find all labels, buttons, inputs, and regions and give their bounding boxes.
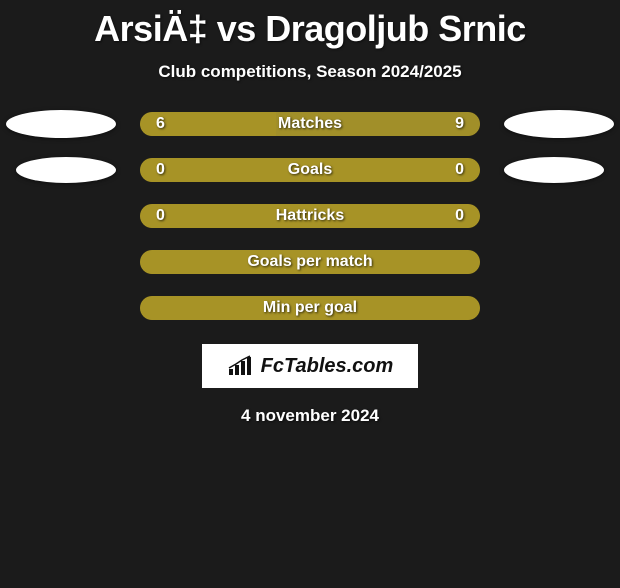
stat-rows: 69Matches 00Goals 00Hattricks Goals per mat… [0,112,620,320]
player-right-marker [504,157,604,183]
stat-label: Goals [140,161,480,179]
stat-row: 00Hattricks [0,204,620,228]
player-left-marker [6,110,116,138]
stat-row: Min per goal [0,296,620,320]
player-right-marker [504,110,614,138]
date-label: 4 november 2024 [0,406,620,426]
stat-bar: Goals per match [140,250,480,274]
stat-label: Goals per match [140,253,480,271]
stat-label: Min per goal [140,299,480,317]
chart-icon [227,355,255,377]
stat-bar: Min per goal [140,296,480,320]
logo-text: FcTables.com [261,355,394,378]
page-title: ArsiÄ‡ vs Dragoljub Srnic [0,8,620,50]
stat-bar: 69Matches [140,112,480,136]
stat-row: Goals per match [0,250,620,274]
player-left-marker [16,157,116,183]
logo-box: FcTables.com [202,344,418,388]
stat-row: 69Matches [0,112,620,136]
stat-bar: 00Goals [140,158,480,182]
subtitle: Club competitions, Season 2024/2025 [0,62,620,82]
stat-row: 00Goals [0,158,620,182]
stat-label: Matches [140,115,480,133]
stat-label: Hattricks [140,207,480,225]
stat-bar: 00Hattricks [140,204,480,228]
